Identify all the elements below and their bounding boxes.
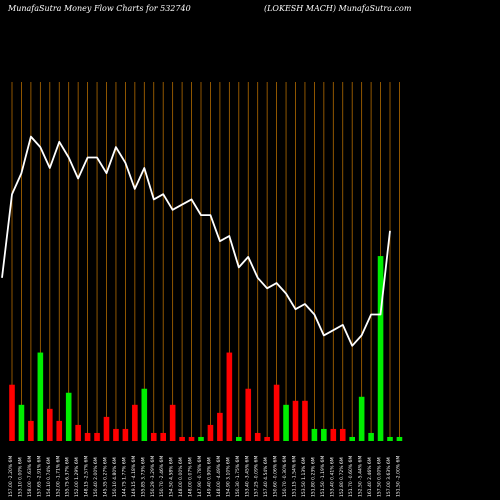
volume-bar [160,432,166,441]
x-tick-label: 151.50 -2.00% 6M [395,456,401,497]
x-tick-label: 150.10 4.80% 6M [112,457,118,497]
x-tick-label: 150.60 -0.06% 6M [273,456,279,497]
volume-bar [198,436,204,441]
x-tick-label: 148.00 0.07% 6M [188,457,194,497]
volume-bar [56,420,63,441]
x-tick-label: 151.70 -0.60% 6M [348,456,354,497]
volume-bar [113,428,119,441]
volume-bar [292,400,299,441]
volume-bar [377,256,384,441]
volume-bar [330,428,337,441]
x-tick-label: 157.25 -0.09% 6M [254,456,260,497]
volume-bar [321,428,327,441]
x-tick-label: 152.50 -5.44% 6M [358,456,364,497]
x-tick-label: 152.80 0.72% 6M [339,457,345,497]
volume-bar [65,392,72,441]
volume-bar [368,432,374,441]
chart-title-right: (LOKESH MACH) MunafaSutra.com [264,4,412,13]
volume-bar [84,432,91,441]
x-tick-label: 155.75 6.37% 6M [65,457,71,497]
volume-bar [396,436,403,441]
x-tick-label: 153.10 0.00% 6M [17,457,23,497]
vertical-grid [11,82,400,441]
volume-bar [122,428,129,441]
volume-bar [264,436,270,441]
volume-bar [141,388,148,441]
volume-bar [207,424,214,441]
volume-bar [349,436,355,441]
volume-bar [28,420,34,441]
x-tick-label: 161.40 2.46% 6M [367,457,373,497]
chart-title-left: MunafaSutra Money Flow Charts for 532740 [8,4,191,13]
volume-bar [283,404,289,441]
volume-bar [358,396,365,441]
x-tick-label: 150.70 -0.30% 6M [282,456,288,497]
x-tick-label: 157.00 -2.20% 6M [8,456,14,497]
x-tick-label: 151.50 -1.19% 6M [320,456,326,497]
x-tick-label: 152.00 1.29% 6M [74,457,80,497]
volume-bar [18,404,25,441]
volume-bar [245,388,252,441]
volume-bars [9,256,403,441]
volume-bar [302,400,308,441]
x-tick-label: 148.00 0.00% 6M [178,457,184,497]
volume-bar [236,436,242,441]
volume-bar [387,436,393,441]
x-tick-label: 150.70 -2.46% 6M [159,456,165,497]
x-tick-label: 153.40 -3.45% 6M [244,456,250,497]
volume-bar [103,416,110,441]
volume-bar [132,404,138,441]
x-tick-label: 149.40 0.90% 6M [206,457,212,497]
volume-bar [37,352,44,441]
x-tick-label: 144.75 1.77% 6M [121,457,127,497]
price-line-path [1,135,391,347]
x-tick-label: 150.40 2.00% 6M [93,457,99,497]
x-tick-label: 149.15 -4.18% 6M [131,456,137,497]
x-tick-label: 145.35 0.27% 6M [103,457,109,497]
volume-bar [179,436,185,441]
x-tick-label: 157.50 0.00% 6M [377,457,383,497]
x-tick-label: 150.29 -3.29% 6M [150,456,156,497]
x-tick-label: 153.50 1.13% 6M [301,457,307,497]
volume-bar [169,404,176,441]
x-tick-label: 148.15 -2.57% 6M [84,456,90,497]
volume-bar [47,408,53,441]
x-tick-label: 153.40 0.41% 6M [329,457,335,497]
x-tick-label: 157.00 3.63% 6M [386,457,392,497]
volume-bar [254,432,261,441]
volume-bar [226,352,233,441]
volume-bar [217,412,223,441]
x-tick-label: 158.00 -7.63% 6M [27,456,33,497]
volume-bar [75,424,81,441]
x-tick-label: 154.50 4.58% 6M [169,457,175,497]
x-tick-label: 150.30 -1.75% 6M [235,456,241,497]
volume-bar [273,384,280,441]
volume-bar [150,432,157,441]
volume-bar [9,384,15,441]
x-tick-label: 151.15 -1.54% 6M [292,456,298,497]
volume-bar [94,432,100,441]
x-tick-label: 154.10 0.74% 6M [46,457,52,497]
x-tick-label: 157.65 -2.91% 6M [36,456,42,497]
x-tick-label: 152.00 -1.71% 6M [55,456,61,497]
x-tick-labels: 157.00 -2.20% 6M 153.10 0.00% 6M 158.00 -7… [8,456,401,497]
volume-bar [188,436,195,441]
x-tick-label: 154.90 3.10% 6M [225,457,231,497]
volume-bar [339,428,346,441]
x-tick-label: 151.80 0.23% 6M [310,457,316,497]
x-tick-label: 148.00 -4.49% 6M [216,456,222,497]
price-line [1,135,391,347]
x-tick-label: 157.40 4.54% 6M [263,457,269,497]
volume-bar [311,428,318,441]
x-tick-label: 155.85 3.73% 6M [140,457,146,497]
x-tick-label: 147.90 -0.78% 6M [197,456,203,497]
